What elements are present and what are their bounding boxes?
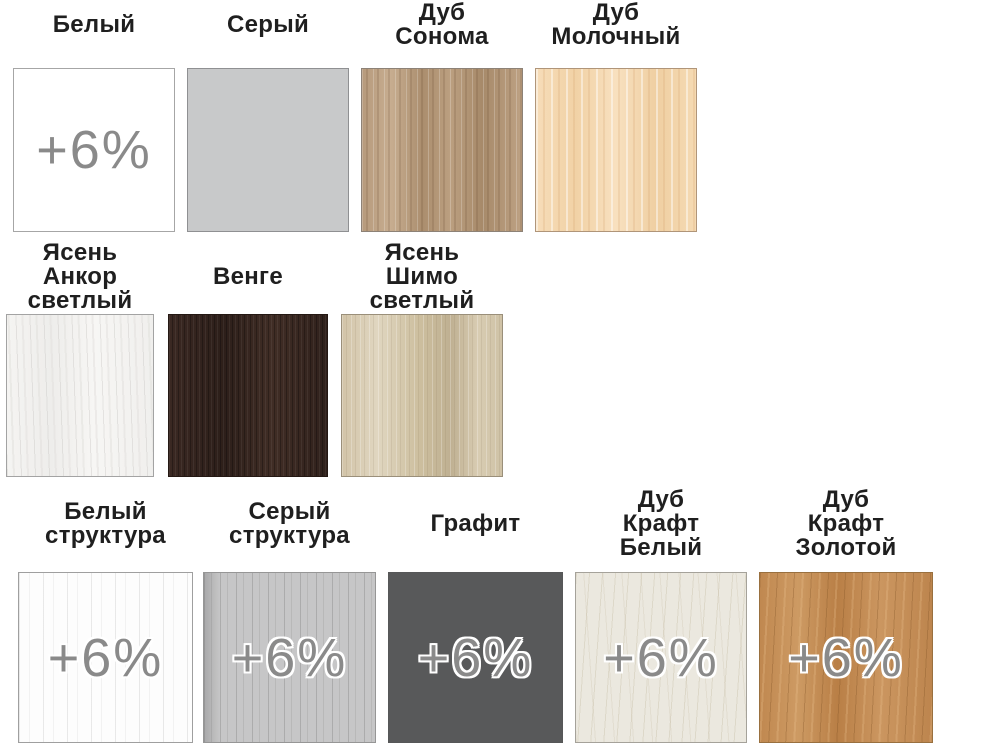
swatch-label: Дуб Крафт Белый	[619, 486, 703, 561]
swatch-label: Серый структура	[229, 498, 350, 549]
surcharge-badge: +6%	[36, 120, 152, 180]
swatch-label: Белый структура	[45, 498, 166, 549]
swatch-label: Графит	[430, 510, 521, 537]
option-graphite: Графит +6%	[388, 484, 563, 743]
swatch-oak-craft-white[interactable]: +6%	[575, 572, 747, 743]
swatch-label: Белый	[52, 11, 136, 38]
swatch-label: Ясень Шимо светлый	[369, 239, 475, 314]
option-white: Белый +6%	[13, 0, 175, 232]
swatch-white-structure[interactable]: +6%	[18, 572, 193, 743]
swatch-ash-ankor-light[interactable]	[6, 314, 154, 477]
swatch-label: Ясень Анкор светлый	[27, 239, 133, 314]
swatch-graphite[interactable]: +6%	[388, 572, 563, 743]
swatch-label: Дуб Крафт Золотой	[795, 486, 897, 561]
swatch-milk-oak[interactable]	[535, 68, 697, 232]
surcharge-badge: +6%	[417, 627, 534, 688]
swatch-white[interactable]: +6%	[13, 68, 175, 232]
option-ash-ankor-light: Ясень Анкор светлый	[6, 240, 154, 477]
swatch-gray[interactable]	[187, 68, 349, 232]
swatch-oak-craft-gold[interactable]: +6%	[759, 572, 933, 743]
option-oak-craft-gold: Дуб Крафт Золотой +6%	[759, 484, 933, 743]
option-wenge: Венге	[168, 240, 328, 477]
swatch-oak-sonoma[interactable]	[361, 68, 523, 232]
option-gray: Серый	[187, 0, 349, 232]
swatch-label: Серый	[226, 11, 310, 38]
swatch-label: Дуб Молочный	[551, 0, 681, 50]
swatch-label: Дуб Сонома	[395, 0, 489, 50]
option-ash-shimo-light: Ясень Шимо светлый	[341, 240, 503, 477]
swatch-label: Венге	[212, 263, 284, 290]
surcharge-badge: +6%	[788, 627, 904, 688]
option-gray-structure: Серый структура +6%	[203, 484, 376, 743]
option-milk-oak: Дуб Молочный	[535, 0, 697, 232]
surcharge-badge: +6%	[603, 627, 719, 688]
option-oak-craft-white: Дуб Крафт Белый +6%	[575, 484, 747, 743]
swatch-wenge[interactable]	[168, 314, 328, 477]
swatch-ash-shimo-light[interactable]	[341, 314, 503, 477]
option-white-structure: Белый структура +6%	[18, 484, 193, 743]
surcharge-badge: +6%	[47, 627, 164, 688]
swatch-gray-structure[interactable]: +6%	[203, 572, 376, 743]
surcharge-badge: +6%	[231, 627, 348, 688]
option-oak-sonoma: Дуб Сонома	[361, 0, 523, 232]
